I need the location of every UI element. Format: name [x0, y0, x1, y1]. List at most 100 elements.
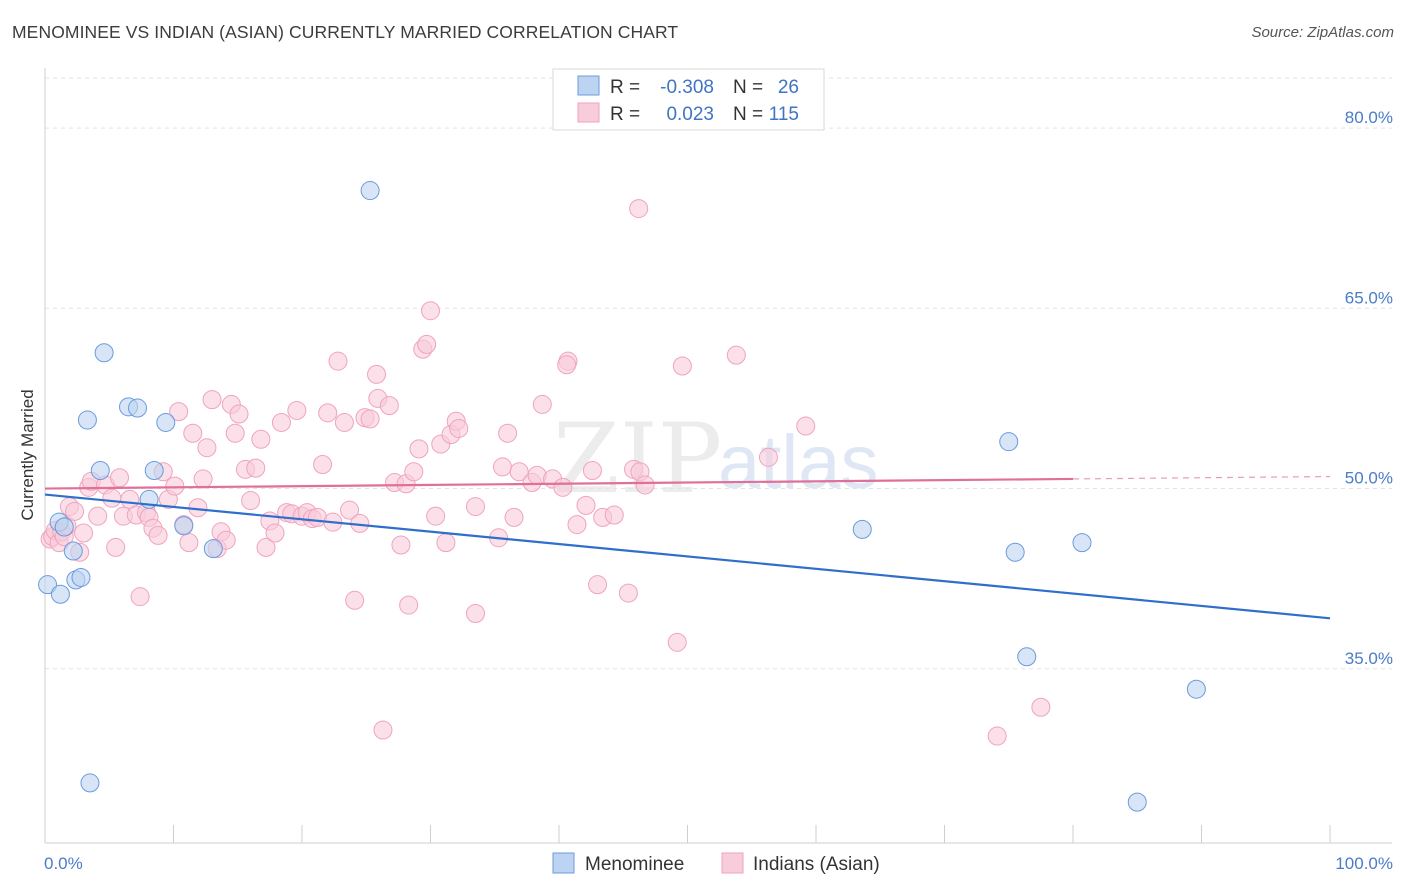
point-menominee-16 — [174, 516, 194, 536]
trend-line-indians-asian — [44, 477, 1074, 490]
point-indians-asian-47 — [256, 537, 276, 557]
bottom-legend-swatch-menominee — [552, 852, 575, 874]
point-menominee-7 — [77, 410, 97, 430]
point-menominee-8 — [80, 773, 100, 793]
point-indians-asian-25 — [148, 525, 168, 545]
point-indians-asian-90 — [492, 457, 512, 477]
trend-lines — [44, 475, 1331, 620]
point-indians-asian-67 — [360, 409, 380, 429]
point-indians-asian-76 — [404, 462, 424, 482]
watermark-atlas: atlas — [718, 420, 879, 505]
point-indians-asian-10 — [74, 523, 94, 543]
chart-source: Source: ZipAtlas.com — [1251, 24, 1394, 41]
point-indians-asian-114 — [726, 345, 746, 365]
point-indians-asian-96 — [532, 394, 552, 414]
point-indians-asian-93 — [509, 462, 529, 482]
point-indians-asian-95 — [527, 465, 547, 485]
y-tick-labels: 35.0% 50.0% 65.0% 80.0% — [1345, 108, 1393, 668]
point-indians-asian-13 — [88, 506, 108, 526]
y-tick-label-65: 65.0% — [1345, 288, 1393, 307]
point-menominee-0 — [38, 575, 58, 595]
watermark-zip: ZIP — [553, 403, 722, 515]
point-indians-asian-41 — [225, 423, 245, 443]
point-indians-asian-61 — [328, 351, 348, 371]
point-indians-asian-29 — [169, 402, 189, 422]
x-tick-label-min: 0.0% — [44, 854, 83, 873]
point-indians-asian-80 — [421, 301, 440, 321]
point-indians-asian-98 — [553, 477, 573, 497]
point-menominee-20 — [999, 432, 1019, 452]
point-indians-asian-32 — [183, 423, 203, 443]
point-indians-asian-117 — [987, 726, 1007, 746]
point-menominee-14 — [144, 461, 164, 481]
x-axis-ticks — [173, 825, 1331, 843]
point-indians-asian-8 — [65, 501, 85, 521]
point-indians-asian-113 — [672, 356, 692, 376]
point-indians-asian-77 — [409, 439, 429, 459]
series-menominee-points — [38, 181, 1206, 812]
point-indians-asian-102 — [576, 495, 596, 515]
point-indians-asian-116 — [796, 416, 816, 436]
point-indians-asian-71 — [379, 396, 399, 416]
point-indians-asian-17 — [110, 468, 130, 488]
point-menominee-24 — [1186, 679, 1206, 699]
point-indians-asian-34 — [193, 469, 213, 489]
point-indians-asian-21 — [130, 587, 150, 607]
point-indians-asian-59 — [318, 403, 338, 423]
legend-r-label-1: R = — [610, 77, 640, 98]
point-indians-asian-28 — [165, 476, 185, 496]
point-indians-asian-63 — [340, 500, 360, 520]
point-menominee-6 — [71, 567, 91, 587]
legend-r-label-2: R = — [610, 104, 640, 125]
y-tick-label-35: 35.0% — [1345, 649, 1393, 668]
gridlines — [45, 77, 1392, 670]
point-indians-asian-53 — [287, 400, 307, 420]
point-menominee-22 — [1017, 647, 1037, 667]
point-indians-asian-111 — [629, 199, 649, 219]
point-indians-asian-31 — [179, 533, 199, 553]
trend-line-indians-asian-extension — [1072, 475, 1331, 480]
point-indians-asian-106 — [604, 505, 624, 525]
point-menominee-23 — [1072, 533, 1092, 553]
point-menominee-25 — [1127, 792, 1147, 812]
point-menominee-21 — [1005, 542, 1025, 562]
point-indians-asian-118 — [1031, 697, 1051, 717]
point-indians-asian-87 — [465, 604, 485, 624]
point-indians-asian-44 — [241, 491, 261, 511]
point-menominee-15 — [156, 412, 176, 432]
point-indians-asian-73 — [391, 535, 411, 555]
point-menominee-18 — [360, 181, 380, 201]
point-menominee-4 — [63, 541, 83, 561]
point-indians-asian-115 — [758, 447, 778, 467]
point-indians-asian-49 — [265, 523, 285, 543]
point-indians-asian-35 — [197, 438, 217, 458]
point-indians-asian-68 — [367, 364, 387, 384]
point-indians-asian-36 — [202, 390, 222, 410]
point-indians-asian-104 — [588, 575, 608, 595]
bottom-legend: Menominee Indians (Asian) — [552, 852, 880, 875]
point-indians-asian-110 — [635, 475, 655, 495]
legend-r-value-2: 0.023 — [666, 104, 714, 125]
point-indians-asian-103 — [582, 461, 602, 481]
point-indians-asian-16 — [106, 537, 126, 557]
point-menominee-17 — [203, 539, 223, 559]
point-menominee-3 — [54, 517, 74, 537]
point-indians-asian-79 — [417, 334, 437, 354]
legend-r-value-1: -0.308 — [660, 77, 714, 98]
point-menominee-9 — [90, 461, 110, 481]
point-indians-asian-101 — [567, 515, 587, 535]
point-indians-asian-42 — [229, 404, 249, 424]
point-menominee-10 — [94, 343, 114, 363]
point-indians-asian-112 — [667, 632, 687, 652]
point-indians-asian-83 — [436, 533, 456, 553]
series-indians-asian-points — [40, 199, 1051, 746]
point-menominee-2 — [50, 584, 70, 604]
point-indians-asian-45 — [246, 458, 266, 478]
y-axis-title: Currently Married — [18, 389, 37, 520]
point-menominee-12 — [128, 398, 148, 418]
bottom-legend-label-menominee: Menominee — [585, 854, 684, 875]
point-indians-asian-86 — [449, 418, 469, 438]
legend-swatch-menominee — [577, 75, 600, 96]
legend-swatch-indians-asian — [577, 102, 600, 123]
